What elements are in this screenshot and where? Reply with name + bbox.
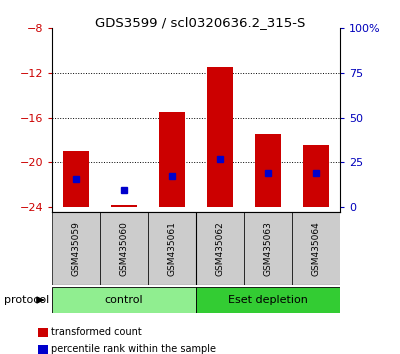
Text: GSM435063: GSM435063 — [264, 221, 272, 276]
Bar — [244, 212, 292, 285]
Bar — [63, 151, 89, 207]
Bar — [100, 212, 148, 285]
Text: GDS3599 / scl0320636.2_315-S: GDS3599 / scl0320636.2_315-S — [95, 16, 305, 29]
Bar — [303, 145, 329, 207]
Bar — [196, 212, 244, 285]
Bar — [207, 67, 233, 207]
Text: GSM435064: GSM435064 — [312, 221, 320, 276]
Text: protocol: protocol — [4, 295, 49, 305]
Bar — [52, 287, 196, 313]
Bar — [148, 212, 196, 285]
Bar — [159, 112, 185, 207]
Bar — [196, 287, 340, 313]
Text: transformed count: transformed count — [51, 327, 142, 337]
Text: Eset depletion: Eset depletion — [228, 295, 308, 305]
Text: GSM435059: GSM435059 — [72, 221, 80, 276]
Bar — [111, 205, 137, 207]
Text: control: control — [105, 295, 143, 305]
Text: percentile rank within the sample: percentile rank within the sample — [51, 344, 216, 354]
Text: GSM435062: GSM435062 — [216, 221, 224, 276]
Text: GSM435061: GSM435061 — [168, 221, 176, 276]
Bar — [255, 134, 281, 207]
Bar — [292, 212, 340, 285]
Bar — [52, 212, 100, 285]
Text: GSM435060: GSM435060 — [120, 221, 128, 276]
